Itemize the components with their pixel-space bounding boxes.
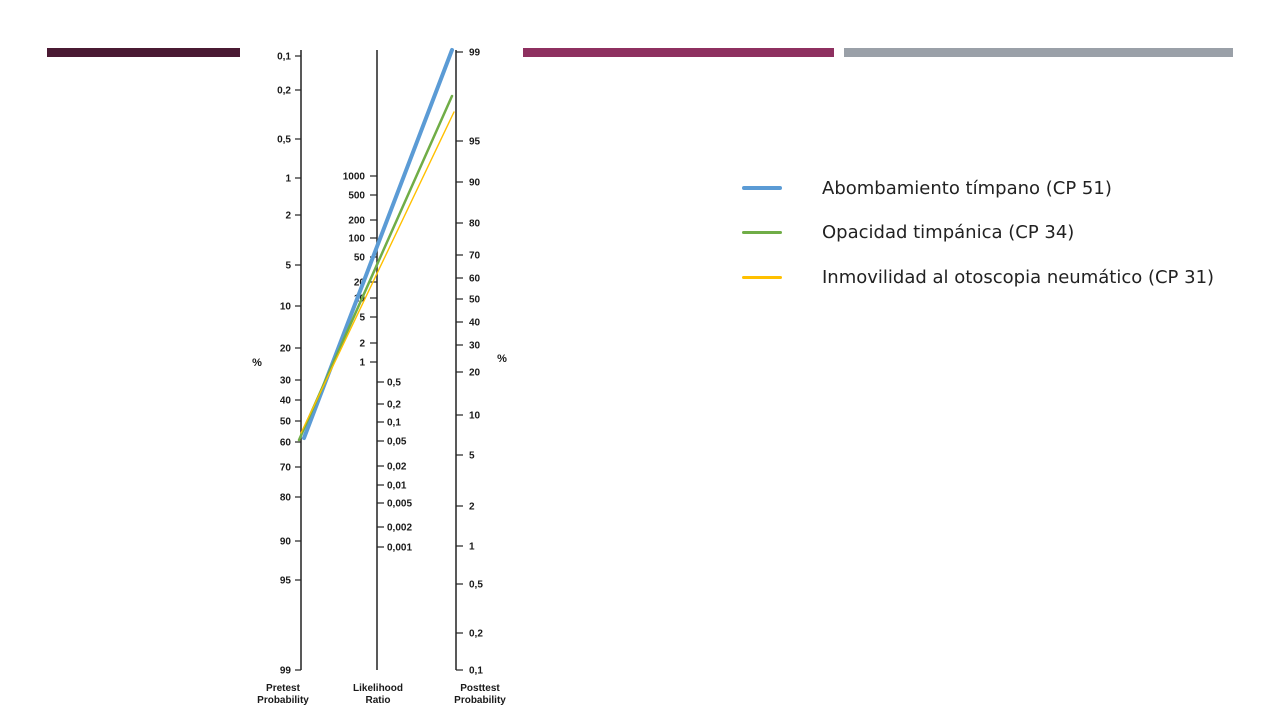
pretest-tick-label: 95 [280,576,292,587]
posttest-tick-label: 0,1 [469,666,483,677]
posttest-tick-label: 0,5 [469,580,483,591]
likelihood-tick-label: 0,5 [387,378,401,389]
posttest-tick-label: 60 [469,274,481,285]
pretest-tick-label: 0,5 [277,135,291,146]
nomogram-line-3 [300,111,455,434]
posttest-tick-label: 95 [469,137,481,148]
legend-swatch-blue [742,186,782,190]
legend-item-opacidad: Opacidad timpánica (CP 34) [742,220,1074,244]
pretest-axis-label: Pretest [266,683,301,694]
likelihood-tick-label: 2 [359,339,365,350]
posttest-tick-label: 30 [469,341,481,352]
pretest-tick-label: 80 [280,493,292,504]
pretest-tick-label: 40 [280,396,292,407]
posttest-tick-label: 2 [469,502,475,513]
pretest-tick-label: 2 [285,211,291,222]
legend-swatch-green [742,230,782,234]
posttest-tick-label: 50 [469,295,481,306]
legend-item-abombamiento: Abombamiento tímpano (CP 51) [742,176,1112,200]
pretest-tick-label: 10 [280,302,292,313]
posttest-tick-label: 70 [469,251,481,262]
legend-label: Abombamiento tímpano (CP 51) [822,177,1112,199]
likelihood-tick-label: 0,01 [387,481,407,492]
accent-bar-dark [47,48,240,57]
pretest-unit-label: % [252,357,262,369]
legend-swatch-yellow [742,275,782,279]
likelihood-axis-label: Ratio [366,695,391,706]
legend-label: Opacidad timpánica (CP 34) [822,221,1075,243]
pretest-tick-label: 0,1 [277,52,291,63]
likelihood-axis-label: Likelihood [353,683,403,694]
likelihood-tick-label: 0,2 [387,400,401,411]
posttest-tick-label: 20 [469,368,481,379]
likelihood-tick-label: 0,02 [387,462,407,473]
pretest-tick-label: 1 [285,174,291,185]
posttest-tick-label: 1 [469,542,475,553]
likelihood-tick-label: 0,002 [387,523,412,534]
pretest-tick-label: 50 [280,417,292,428]
pretest-tick-label: 60 [280,438,292,449]
posttest-tick-label: 0,2 [469,629,483,640]
pretest-tick-label: 5 [285,261,291,272]
posttest-tick-label: 80 [469,219,481,230]
posttest-unit-label: % [497,353,507,365]
pretest-tick-label: 20 [280,344,292,355]
legend-item-inmovilidad: Inmovilidad al otoscopia neumático (CP 3… [742,265,1214,289]
likelihood-tick-label: 1000 [343,172,366,183]
likelihood-tick-label: 0,1 [387,418,401,429]
pretest-tick-label: 70 [280,463,292,474]
posttest-tick-label: 10 [469,411,481,422]
likelihood-tick-label: 1 [359,358,365,369]
likelihood-tick-label: 5 [359,313,365,324]
accent-bar-gray [844,48,1233,57]
likelihood-tick-label: 100 [348,234,365,245]
pretest-tick-label: 30 [280,376,292,387]
likelihood-tick-label: 10 [354,294,366,305]
pretest-tick-label: 90 [280,537,292,548]
pretest-axis-label: Probability [257,695,309,706]
likelihood-tick-label: 200 [348,216,365,227]
posttest-tick-label: 40 [469,318,481,329]
posttest-axis-label: Posttest [460,683,500,694]
likelihood-tick-label: 50 [354,253,366,264]
likelihood-tick-label: 20 [354,278,366,289]
posttest-tick-label: 90 [469,178,481,189]
legend-label: Inmovilidad al otoscopia neumático (CP 3… [822,266,1215,288]
likelihood-tick-label: 0,001 [387,543,412,554]
accent-bar-magenta [523,48,834,57]
posttest-tick-label: 5 [469,451,475,462]
posttest-tick-label: 99 [469,48,481,59]
likelihood-tick-label: 0,005 [387,499,412,510]
posttest-axis-label: Probability [454,695,506,706]
pretest-tick-label: 99 [280,666,292,677]
likelihood-tick-label: 500 [348,191,365,202]
likelihood-tick-label: 0,05 [387,437,407,448]
pretest-tick-label: 0,2 [277,86,291,97]
